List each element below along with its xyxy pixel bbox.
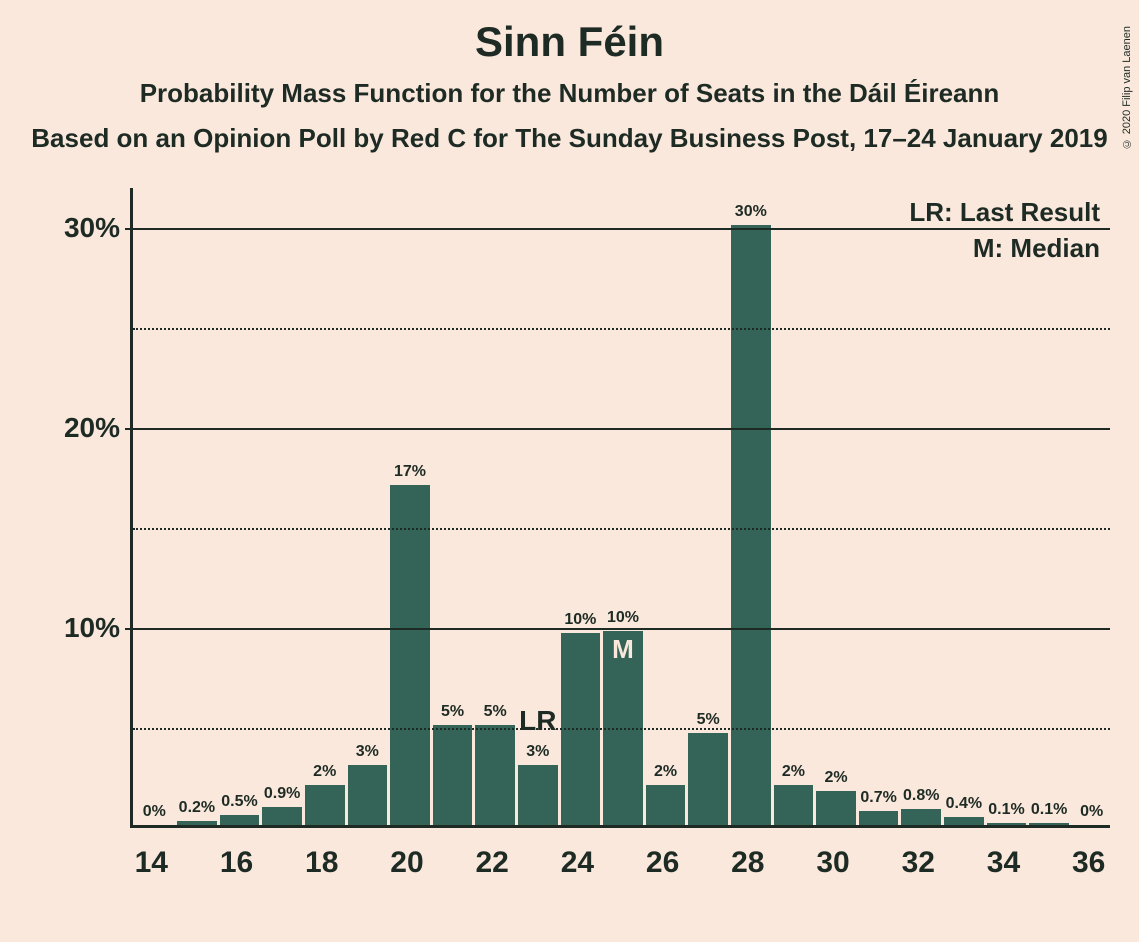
- x-axis-label: 18: [305, 846, 338, 880]
- bar: [944, 817, 984, 825]
- bar-value-label: 3%: [356, 743, 379, 761]
- y-tick: [125, 628, 133, 630]
- bar: [262, 807, 302, 825]
- bar: [305, 785, 345, 825]
- bar-value-label: 5%: [484, 703, 507, 721]
- y-axis-label: 10%: [64, 612, 120, 644]
- x-axis-label: 20: [390, 846, 423, 880]
- x-axis-label: 32: [902, 846, 935, 880]
- gridline-minor: [133, 728, 1110, 730]
- x-axis-label: 30: [816, 846, 849, 880]
- bar: [987, 823, 1027, 825]
- y-axis-label: 20%: [64, 412, 120, 444]
- x-axis-label: 36: [1072, 846, 1105, 880]
- bar-value-label: 0.9%: [264, 785, 300, 803]
- bar-value-label: 0.2%: [179, 799, 215, 817]
- y-tick: [125, 228, 133, 230]
- bar: [475, 725, 515, 825]
- bar-value-label: 0%: [143, 803, 166, 821]
- bar-value-label: 3%: [526, 743, 549, 761]
- bar-value-label: 5%: [697, 711, 720, 729]
- x-axis-labels: 14 16 18 20 22 24 26 28 30 32 34 36: [130, 838, 1110, 888]
- bar: [901, 809, 941, 825]
- bar-value-label: 30%: [735, 203, 767, 221]
- bar: [731, 225, 771, 825]
- bar: [433, 725, 473, 825]
- x-axis-label: 34: [987, 846, 1020, 880]
- x-axis-label: 26: [646, 846, 679, 880]
- plot-container: 10%20%30% LR: Last Result M: Median 0%0.…: [50, 188, 1110, 908]
- bar-value-label: 17%: [394, 463, 426, 481]
- gridline-major: [133, 628, 1110, 630]
- bar: [177, 821, 217, 825]
- bar: [390, 485, 430, 825]
- x-axis-label: 14: [135, 846, 168, 880]
- bar: [688, 733, 728, 825]
- x-axis-label: 16: [220, 846, 253, 880]
- bar-value-label: 2%: [313, 763, 336, 781]
- bar-value-label: 0.8%: [903, 787, 939, 805]
- gridline-minor: [133, 328, 1110, 330]
- bar-value-label: 0.1%: [1031, 801, 1067, 819]
- bar-value-label: 2%: [782, 763, 805, 781]
- gridline-minor: [133, 528, 1110, 530]
- bar: [1029, 823, 1069, 825]
- y-axis-labels: 10% 20% 30%: [50, 188, 130, 828]
- copyright-label: © 2020 Filip van Laenen: [1121, 26, 1133, 149]
- bar: [518, 765, 558, 825]
- chart-source: Based on an Opinion Poll by Red C for Th…: [0, 123, 1139, 154]
- x-axis-label: 28: [731, 846, 764, 880]
- annotation-lr: LR: [519, 705, 556, 737]
- gridline-major: [133, 428, 1110, 430]
- bar-value-label: 2%: [824, 769, 847, 787]
- bar: [859, 811, 899, 825]
- bar: [816, 791, 856, 825]
- y-tick: [125, 428, 133, 430]
- bar-value-label: 5%: [441, 703, 464, 721]
- bar: [774, 785, 814, 825]
- bar-value-label: 0%: [1080, 803, 1103, 821]
- annotation-m: M: [612, 634, 634, 665]
- bar-value-label: 0.7%: [860, 789, 896, 807]
- bar-value-label: 0.1%: [988, 801, 1024, 819]
- bar-value-label: 2%: [654, 763, 677, 781]
- x-axis-label: 22: [475, 846, 508, 880]
- plot-area: LR: Last Result M: Median 0%0.2%0.5%0.9%…: [130, 188, 1110, 828]
- bar: [220, 815, 260, 825]
- bar-value-label: 10%: [564, 611, 596, 629]
- x-axis-label: 24: [561, 846, 594, 880]
- chart-title: Sinn Féin: [0, 18, 1139, 66]
- bar: [348, 765, 388, 825]
- chart-subtitle: Probability Mass Function for the Number…: [0, 78, 1139, 109]
- y-axis-label: 30%: [64, 212, 120, 244]
- bar: [646, 785, 686, 825]
- bar-value-label: 10%: [607, 609, 639, 627]
- bar-value-label: 0.4%: [946, 795, 982, 813]
- gridline-major: [133, 228, 1110, 230]
- bar-value-label: 0.5%: [221, 793, 257, 811]
